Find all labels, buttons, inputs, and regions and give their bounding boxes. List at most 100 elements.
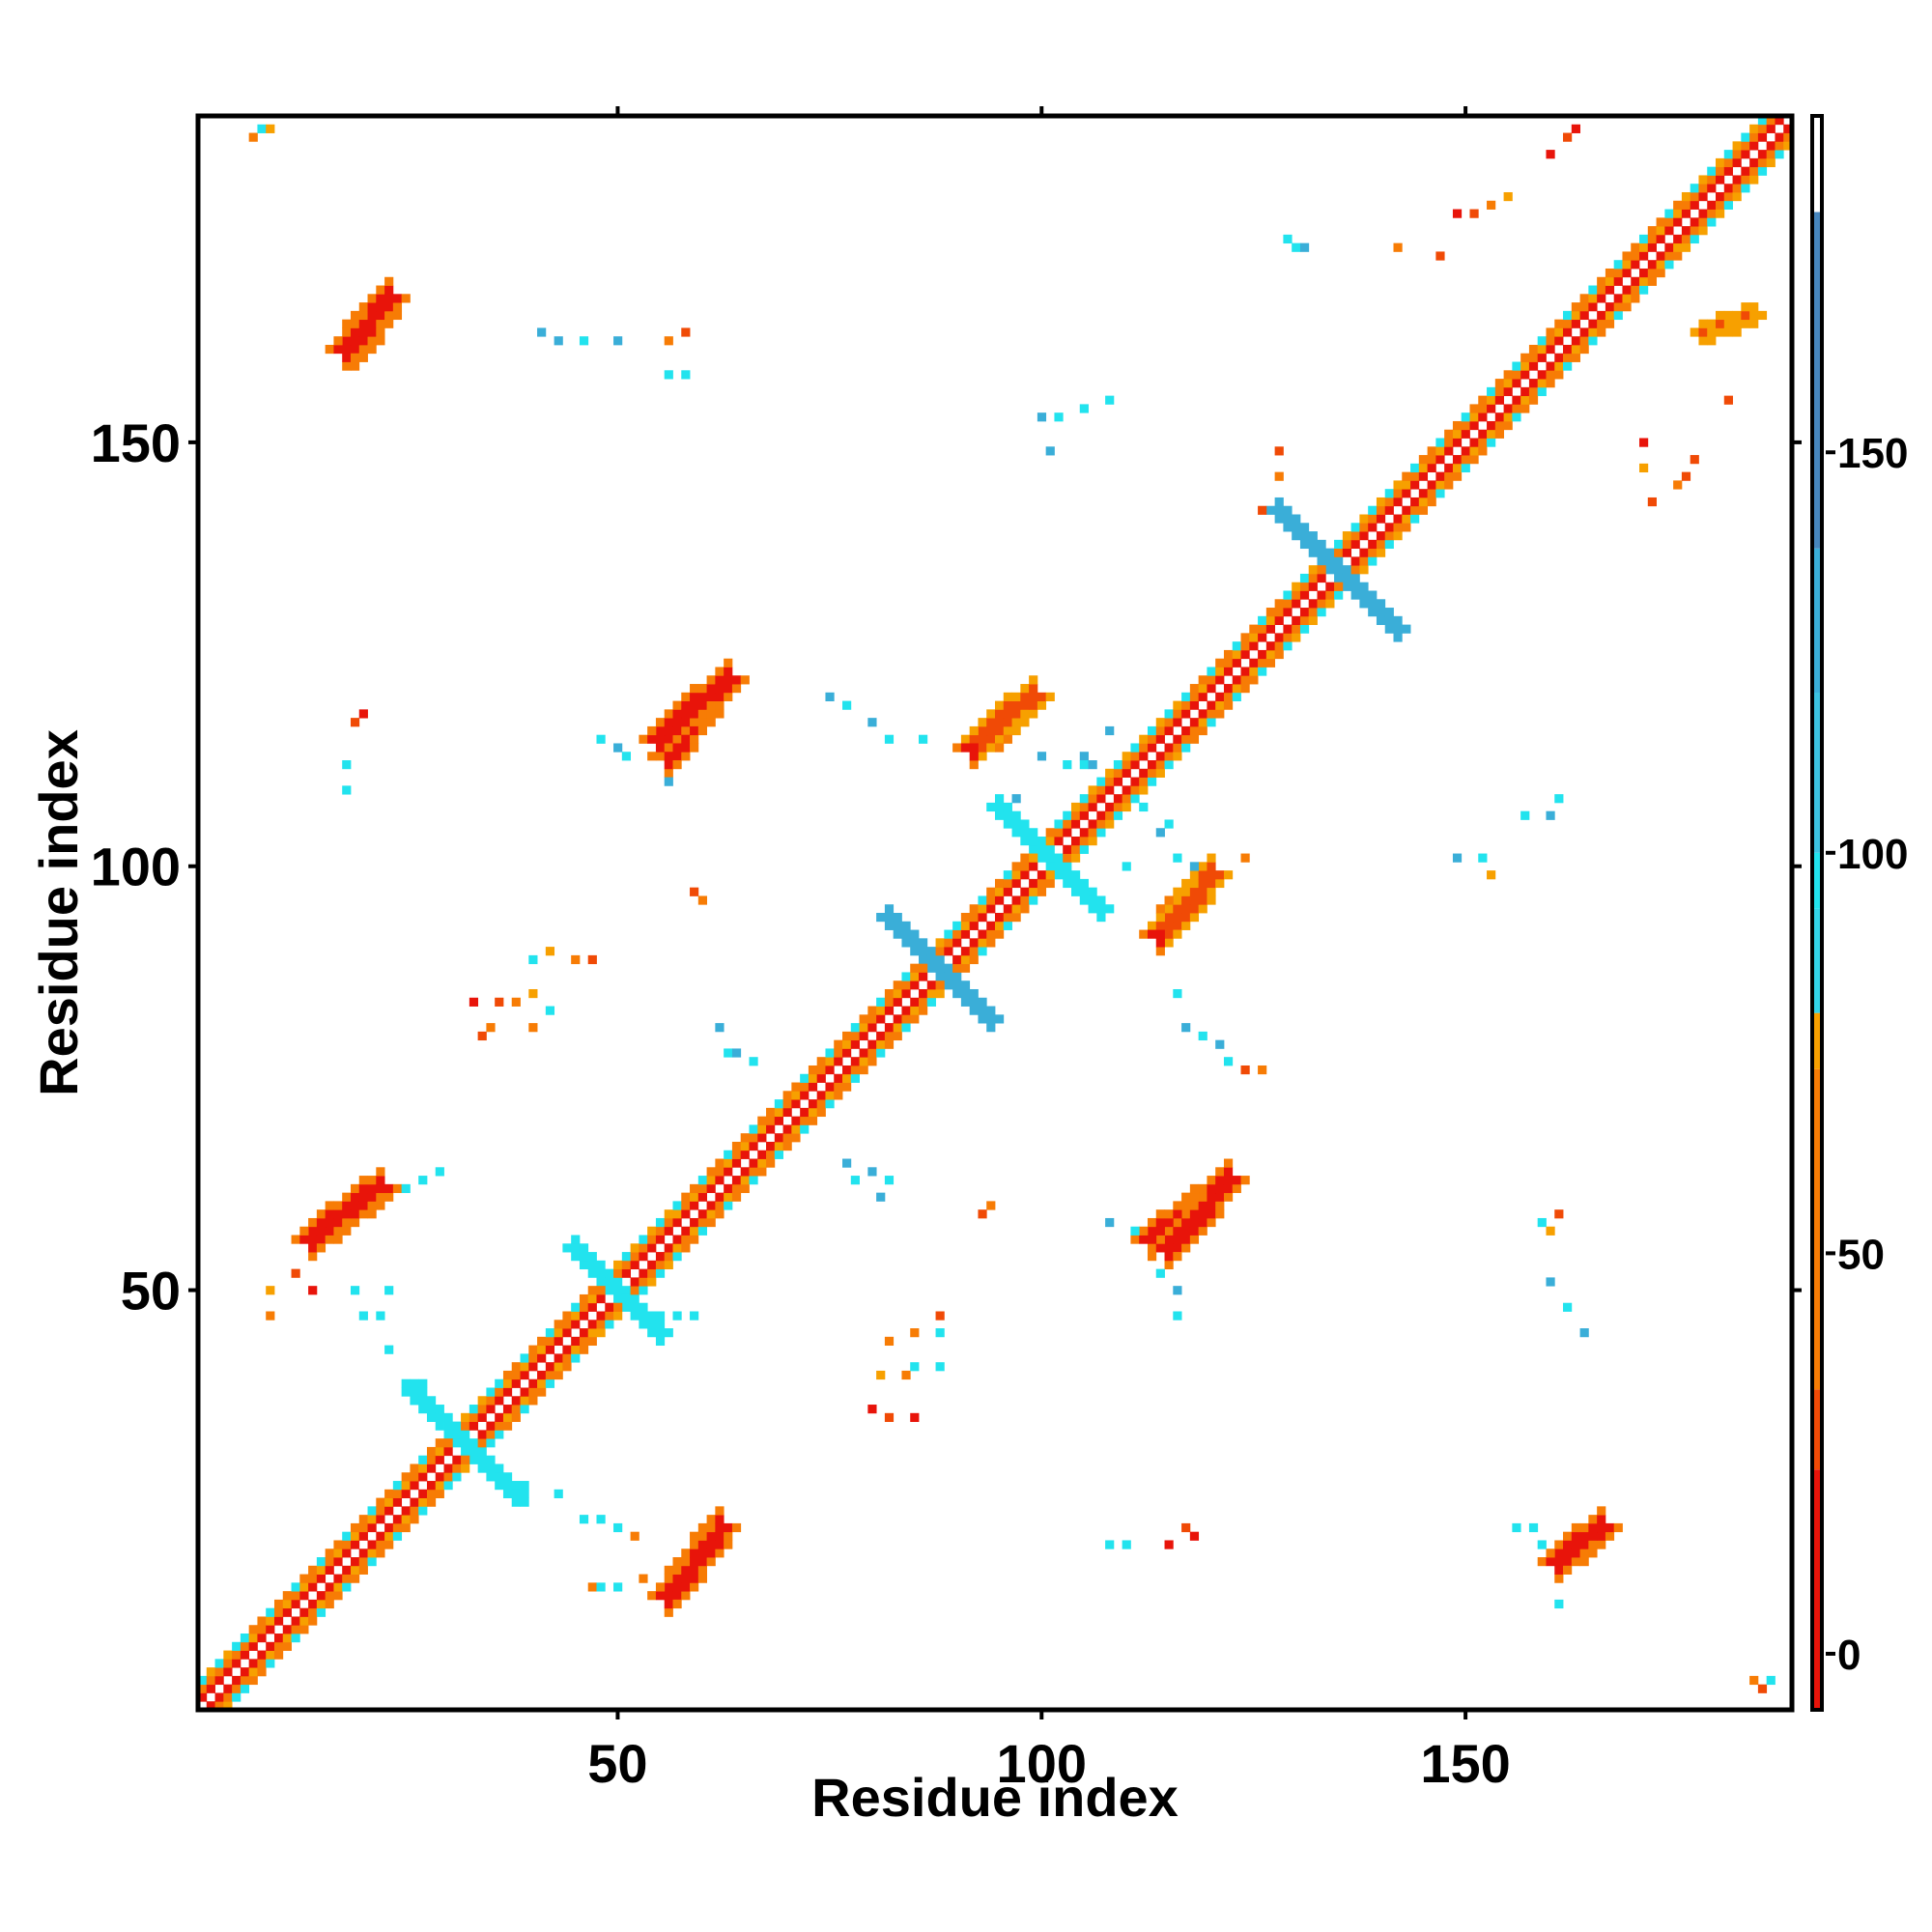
heatmap-cell bbox=[299, 1616, 309, 1626]
heatmap-cell bbox=[469, 1446, 479, 1457]
heatmap-cell bbox=[1690, 217, 1699, 227]
heatmap-cell bbox=[1003, 734, 1012, 744]
colorbar-band bbox=[1812, 1068, 1822, 1390]
heatmap-cell bbox=[554, 1320, 563, 1329]
heatmap-cell bbox=[715, 1167, 724, 1177]
heatmap-cell bbox=[1037, 844, 1047, 854]
heatmap-cell bbox=[384, 1192, 394, 1202]
heatmap-cell bbox=[350, 310, 360, 321]
heatmap-cell bbox=[316, 1226, 327, 1236]
heatmap-cell bbox=[1189, 862, 1200, 871]
heatmap-cell bbox=[1622, 260, 1632, 270]
x-tick-label: 50 bbox=[587, 1733, 647, 1794]
heatmap-cell bbox=[952, 954, 962, 965]
heatmap-cell bbox=[587, 1582, 597, 1592]
heatmap-cell bbox=[1681, 200, 1691, 210]
heatmap-cell bbox=[969, 725, 979, 736]
heatmap-cell bbox=[850, 1176, 860, 1185]
heatmap-cell bbox=[384, 1183, 394, 1194]
heatmap-cell bbox=[350, 1557, 360, 1567]
heatmap-cell bbox=[596, 1320, 606, 1329]
heatmap-cell bbox=[1571, 1540, 1580, 1549]
heatmap-cell bbox=[1546, 361, 1555, 371]
colorbar-band bbox=[1812, 1469, 1822, 1710]
heatmap-cell bbox=[859, 1014, 868, 1024]
heatmap-cell bbox=[884, 1031, 895, 1041]
heatmap-cell bbox=[1588, 1515, 1598, 1524]
heatmap-cell bbox=[1546, 810, 1555, 820]
heatmap-cell bbox=[418, 1378, 428, 1388]
heatmap-cell bbox=[528, 988, 538, 999]
heatmap-cell bbox=[774, 1116, 783, 1125]
heatmap-cell bbox=[1139, 802, 1149, 812]
heatmap-cell bbox=[681, 1557, 691, 1567]
heatmap-cell bbox=[1546, 150, 1555, 159]
heatmap-cell bbox=[664, 1599, 673, 1609]
heatmap-cell bbox=[1435, 251, 1445, 261]
heatmap-cell bbox=[690, 1226, 699, 1236]
heatmap-cell bbox=[325, 1548, 334, 1558]
heatmap-cell bbox=[1334, 556, 1344, 566]
heatmap-cell bbox=[1164, 725, 1174, 736]
heatmap-cell bbox=[316, 1607, 327, 1617]
heatmap-cell bbox=[995, 810, 1005, 820]
heatmap-cell bbox=[1088, 802, 1097, 812]
heatmap-cell bbox=[443, 1412, 453, 1422]
heatmap-cell bbox=[554, 1370, 563, 1380]
heatmap-cell bbox=[842, 1082, 852, 1092]
heatmap-cell bbox=[418, 1396, 428, 1406]
heatmap-cell bbox=[1181, 895, 1191, 905]
heatmap-cell bbox=[850, 1031, 860, 1041]
heatmap-cell bbox=[1368, 548, 1378, 557]
heatmap-cell bbox=[537, 327, 547, 337]
heatmap-cell bbox=[1613, 268, 1623, 278]
heatmap-cell bbox=[1613, 302, 1623, 312]
heatmap-cell bbox=[554, 1353, 563, 1363]
heatmap-cell bbox=[1520, 395, 1530, 405]
heatmap-cell bbox=[731, 684, 742, 694]
heatmap-cell bbox=[1757, 124, 1768, 133]
heatmap-cell bbox=[1045, 837, 1055, 846]
heatmap-cell bbox=[986, 725, 996, 736]
heatmap-cell bbox=[248, 1675, 258, 1686]
heatmap-cell bbox=[384, 1497, 394, 1507]
heatmap-cell bbox=[1207, 1192, 1216, 1202]
heatmap-cell bbox=[926, 997, 936, 1007]
heatmap-cell bbox=[1308, 548, 1318, 557]
heatmap-cell bbox=[1189, 684, 1200, 694]
heatmap-cell bbox=[1223, 658, 1234, 668]
heatmap-cell bbox=[690, 1531, 699, 1541]
heatmap-cell bbox=[1469, 455, 1479, 465]
heatmap-cell bbox=[697, 1565, 707, 1575]
heatmap-cell bbox=[1232, 684, 1241, 694]
heatmap-cell bbox=[960, 734, 971, 744]
heatmap-cell bbox=[731, 1150, 742, 1159]
heatmap-cell bbox=[1299, 590, 1310, 600]
heatmap-cell bbox=[257, 1650, 267, 1660]
heatmap-cell bbox=[1003, 700, 1012, 710]
heatmap-cell bbox=[1113, 794, 1123, 804]
heatmap-cell bbox=[1546, 1557, 1555, 1567]
heatmap-cell bbox=[1783, 132, 1793, 142]
heatmap-cell bbox=[1155, 938, 1165, 948]
heatmap-cell bbox=[1147, 760, 1157, 770]
heatmap-cell bbox=[647, 1226, 657, 1236]
heatmap-cell bbox=[1469, 412, 1479, 422]
heatmap-cell bbox=[1563, 132, 1573, 142]
heatmap-cell bbox=[528, 954, 538, 965]
heatmap-cell bbox=[715, 1023, 724, 1033]
heatmap-cell bbox=[1029, 828, 1038, 838]
heatmap-cell bbox=[1079, 810, 1089, 820]
heatmap-cell bbox=[910, 980, 920, 990]
heatmap-cell bbox=[1063, 844, 1072, 854]
heatmap-cell bbox=[1698, 336, 1708, 346]
heatmap-cell bbox=[367, 336, 377, 346]
heatmap-cell bbox=[1622, 251, 1632, 261]
heatmap-cell bbox=[452, 1421, 462, 1431]
heatmap-cell bbox=[1716, 157, 1725, 168]
heatmap-cell bbox=[214, 1667, 224, 1677]
heatmap-cell bbox=[613, 743, 623, 753]
heatmap-cell bbox=[1334, 548, 1344, 557]
heatmap-cell bbox=[1096, 794, 1106, 804]
